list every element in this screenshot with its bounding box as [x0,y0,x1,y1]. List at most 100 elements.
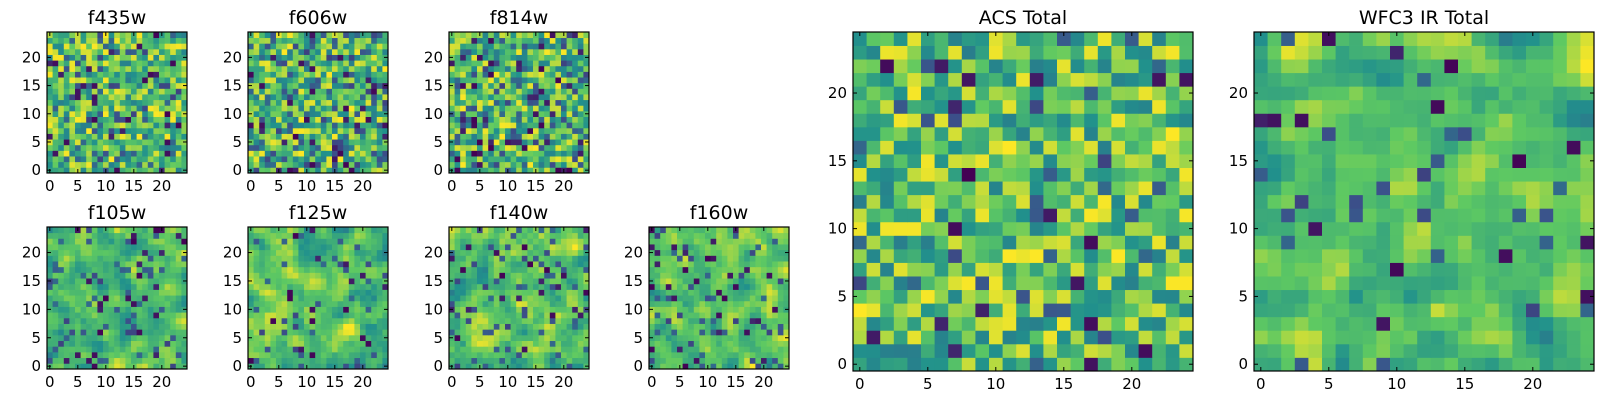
heatmap-cell [371,77,378,84]
heatmap-cell [181,127,188,134]
heatmap-cell [315,283,322,290]
heatmap-cell [493,295,500,302]
heatmap-cell [521,357,528,364]
heatmap-cell [961,303,976,318]
heatmap-cell [175,110,182,117]
heatmap-cell [727,340,734,347]
heatmap-cell [326,94,333,101]
heatmap-cell [360,71,366,78]
heatmap-cell [654,357,661,364]
heatmap-cell [1125,303,1139,318]
heatmap-cell [298,127,305,134]
heatmap-cell [783,272,790,279]
heatmap-cell [320,65,327,72]
heatmap-cell [382,94,389,101]
heatmap-cell [80,133,87,140]
heatmap-cell [516,340,523,347]
heatmap-cell [907,262,922,277]
heatmap-cell [1016,235,1031,250]
heatmap-cell [80,150,87,157]
heatmap-cell [671,249,678,256]
heatmap-cell [572,139,579,146]
heatmap-cell [270,122,277,129]
heatmap-cell [505,65,511,72]
heatmap-cell [108,82,115,89]
heatmap-cell [309,77,316,84]
heatmap-cell [91,60,98,67]
heatmap-cell [654,289,661,296]
heatmap-cell [454,295,461,302]
y-tick-label: 10 [624,300,643,318]
heatmap-cell [549,289,556,296]
heatmap-cell [660,317,667,324]
heatmap-cell [103,105,109,112]
y-tick-label: 0 [633,357,643,375]
heatmap-cell [119,122,126,129]
y-tick-label: 0 [232,357,242,375]
heatmap-cell [660,249,667,256]
heatmap-cell [248,300,254,307]
heatmap-cell [853,316,867,331]
heatmap-cell [449,261,455,268]
heatmap-cell [103,266,109,273]
heatmap-cell [989,357,1003,372]
heatmap-cell [505,82,511,89]
heatmap-cell [103,161,109,168]
heatmap-cell [660,232,667,239]
heatmap-cell [332,139,338,146]
heatmap-cell [175,317,182,324]
heatmap-cell [97,283,104,290]
heatmap-cell [682,278,689,285]
heatmap-cell [577,238,584,245]
heatmap-cell [125,110,132,117]
heatmap-cell [315,238,322,245]
heatmap-cell [682,312,689,319]
heatmap-cell [510,295,517,302]
heatmap-cell [86,167,93,174]
heatmap-cell [58,150,65,157]
heatmap-cell [292,82,299,89]
heatmap-cell [477,238,483,245]
heatmap-cell [665,357,672,364]
heatmap-cell [103,37,109,44]
heatmap-cell [376,227,383,234]
heatmap-cell [80,144,87,151]
heatmap-cell [332,110,338,117]
heatmap-cell [477,82,483,89]
heatmap-cell [114,261,121,268]
heatmap-cell [86,357,93,364]
heatmap-cell [682,249,689,256]
heatmap-cell [561,357,567,364]
heatmap-cell [276,249,282,256]
heatmap-cell [1125,208,1139,223]
heatmap-cell [454,60,461,67]
heatmap-cell [710,334,717,341]
heatmap-cell [86,150,93,157]
heatmap-cell [181,88,188,95]
heatmap-cell [147,283,154,290]
heatmap-cell [287,232,294,239]
heatmap-cell [733,266,739,273]
heatmap-cell [665,244,672,251]
heatmap-cell [47,283,53,290]
heatmap-cell [777,363,784,370]
heatmap-cell [281,110,288,117]
heatmap-cell [315,122,322,129]
heatmap-cell [86,88,93,95]
heatmap-cell [449,77,455,84]
x-tick-label: 0 [246,373,256,391]
heatmap-cell [948,262,963,277]
heatmap-cell [376,289,383,296]
heatmap-cell [510,227,517,234]
heatmap-cell [153,261,160,268]
heatmap-cell [142,340,149,347]
heatmap-cell [699,266,706,273]
heatmap-cell [544,116,551,123]
heatmap-cell [516,54,523,61]
heatmap-cell [270,43,277,50]
heatmap-cell [482,312,489,319]
heatmap-cell [710,238,717,245]
heatmap-cell [270,77,277,84]
heatmap-cell [304,71,310,78]
heatmap-cell [80,82,87,89]
